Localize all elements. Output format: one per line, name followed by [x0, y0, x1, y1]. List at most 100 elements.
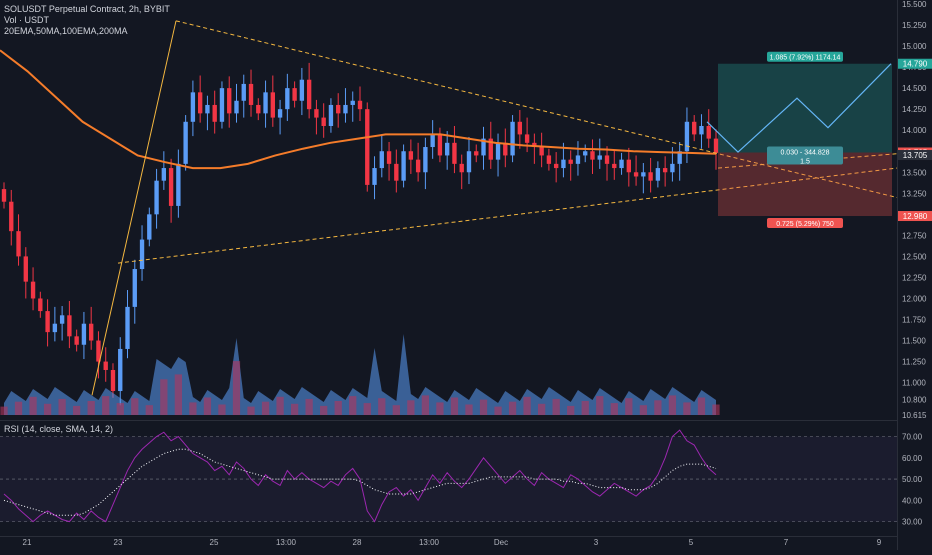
- volume-bar: [421, 395, 430, 415]
- candle-body: [590, 151, 595, 160]
- candle-body: [503, 142, 508, 156]
- candle-body: [176, 163, 181, 206]
- volume-bar: [116, 403, 124, 415]
- candle-body: [517, 121, 523, 135]
- candle-body: [248, 83, 254, 105]
- price-tick-label: 11.500: [902, 337, 926, 346]
- volume-bar: [450, 397, 459, 415]
- center-badge-bg: [767, 146, 843, 165]
- candle-body: [488, 138, 493, 160]
- candle-body: [183, 121, 188, 164]
- price-tick-label: 14.000: [902, 126, 927, 135]
- volume-bar: [552, 398, 560, 415]
- candle-body: [168, 168, 174, 206]
- candle-body: [256, 104, 261, 114]
- candle-body: [466, 151, 472, 173]
- candle-body: [241, 83, 246, 101]
- candle-body: [546, 155, 552, 164]
- candle-body: [662, 168, 668, 173]
- volume-bar: [712, 404, 720, 415]
- candle-body: [350, 100, 355, 105]
- price-axis-border: [897, 0, 898, 550]
- time-axis-border: [0, 536, 897, 537]
- center-badge: 0.030 - 344.828: [780, 149, 829, 156]
- volume-bar: [581, 401, 589, 415]
- time-tick-label: 9: [877, 538, 882, 547]
- price-label-bg: [898, 150, 932, 161]
- volume-bar: [639, 405, 647, 415]
- rsi-tick-label: 60.00: [902, 454, 923, 463]
- stop-badge: 0.725 (5.29%) 750: [776, 221, 834, 228]
- volume-bar: [610, 403, 618, 415]
- time-tick-label: 23: [114, 538, 123, 547]
- price-label-bg: [898, 211, 932, 222]
- candle-body: [561, 159, 566, 169]
- price-tick-label: 13.250: [902, 189, 927, 198]
- candle-body: [699, 125, 704, 135]
- candle-body: [445, 142, 450, 156]
- chart-title: SOLUSDT Perpetual Contract, 2h, BYBIT: [4, 4, 170, 14]
- volume-bar: [697, 397, 706, 415]
- rsi-tick-label: 30.00: [902, 518, 923, 527]
- candle-body: [648, 172, 653, 181]
- price-tick-label: 12.750: [902, 231, 927, 240]
- time-tick-label: 5: [689, 538, 694, 547]
- candle-body: [510, 121, 515, 156]
- candle-body: [401, 151, 406, 181]
- candle-body: [481, 138, 486, 156]
- candle-body: [285, 88, 290, 110]
- price-tick-label: 14.250: [902, 105, 927, 114]
- candle-body: [575, 155, 581, 164]
- target-badge-bg: [767, 51, 843, 62]
- rsi-label: RSI (14, close, SMA, 14, 2): [4, 424, 114, 434]
- candle-body: [38, 298, 43, 312]
- candle-body: [553, 163, 559, 169]
- candle-body: [430, 134, 435, 148]
- volume-bar: [189, 402, 197, 415]
- candle-body: [597, 155, 602, 160]
- candle-body: [89, 323, 94, 341]
- candle-body: [583, 151, 588, 156]
- candle-body: [154, 180, 159, 215]
- candle-body: [415, 159, 421, 173]
- time-tick-label: 28: [353, 538, 362, 547]
- volume-bar: [479, 399, 488, 415]
- volume-bar: [203, 397, 212, 415]
- volume-bar: [320, 405, 328, 415]
- price-tick-label: 10.615: [902, 411, 927, 420]
- candle-body: [190, 92, 196, 122]
- candle-body: [9, 201, 14, 232]
- candle-body: [655, 168, 661, 181]
- time-tick-label: 25: [210, 538, 219, 547]
- rsi-tick-label: 50.00: [902, 475, 923, 484]
- volume-bar: [523, 396, 531, 415]
- time-tick-label: 7: [784, 538, 789, 547]
- ma-label: 20EMA,50MA,100EMA,200MA: [4, 26, 128, 36]
- volume-bar: [43, 403, 52, 415]
- candle-body: [1, 189, 7, 202]
- candle-body: [495, 142, 501, 160]
- price-tick-label: 15.250: [902, 21, 927, 30]
- candle-body: [713, 138, 719, 153]
- candle-body: [343, 104, 348, 114]
- candle-body: [604, 155, 610, 164]
- stop-badge-bg: [767, 218, 843, 229]
- target-badge: 1.085 (7.92%) 1174.14: [770, 55, 841, 62]
- candle-body: [328, 104, 334, 126]
- candle-body: [110, 369, 116, 392]
- candle-body: [619, 159, 624, 169]
- price-tick-label: 15.000: [902, 42, 927, 51]
- time-tick-label: 3: [594, 538, 599, 547]
- candle-body: [684, 121, 690, 152]
- candle-body: [81, 323, 87, 345]
- volume-label: Vol · USDT: [4, 15, 50, 25]
- rsi-ma-line: [3, 448, 717, 516]
- volume-bar: [363, 403, 371, 415]
- volume-bar: [58, 398, 66, 415]
- candle-body: [118, 348, 123, 392]
- candle-body: [633, 172, 639, 177]
- candle-body: [23, 256, 28, 282]
- volume-bar: [378, 398, 386, 415]
